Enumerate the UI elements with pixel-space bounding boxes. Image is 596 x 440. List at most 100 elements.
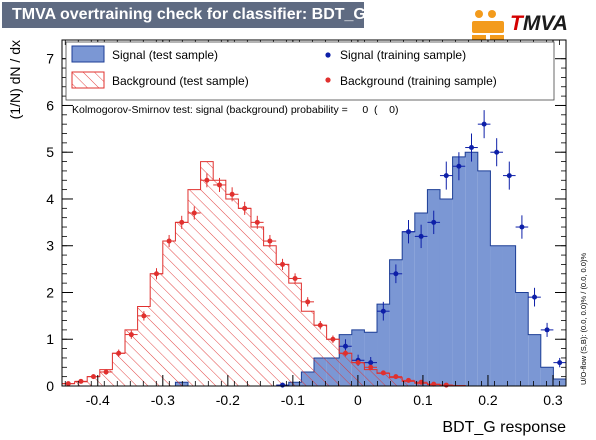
background-training-point (90, 374, 96, 380)
background-test-bar (225, 198, 239, 386)
signal-training-point (393, 271, 399, 277)
tmva-logo-first: T (510, 12, 523, 35)
background-training-point (204, 177, 210, 183)
background-test-bar (175, 222, 189, 386)
signal-training-point (380, 308, 386, 314)
signal-training-point (506, 173, 512, 179)
signal-test-bar (477, 170, 491, 386)
signal-test-bar (414, 213, 428, 386)
signal-test-bar (490, 245, 503, 386)
signal-test-bar (540, 367, 554, 386)
x-tick-label: -0.2 (216, 392, 240, 408)
signal-training-point (519, 224, 525, 230)
signal-training-point (532, 294, 538, 300)
tmva-logo: TMVA (470, 8, 590, 42)
background-training-point (355, 360, 361, 366)
title-box: TMVA overtraining check for classifier: … (2, 2, 366, 28)
background-test-bar (301, 311, 314, 386)
background-training-point (405, 377, 411, 383)
background-training-point (229, 191, 235, 197)
signal-test-bar (389, 259, 403, 386)
legend-label-signal-test: Signal (test sample) (112, 48, 218, 62)
background-training-point (267, 238, 273, 244)
background-training-point (153, 271, 159, 277)
overflow-note: U/O-flow (S,B): (0.0, 0.0)% / (0.0, 0.0)… (579, 253, 588, 385)
y-tick-label: 0 (46, 378, 54, 394)
background-test-bar (213, 180, 226, 386)
background-training-point (65, 381, 71, 387)
background-training-point (393, 374, 399, 380)
y-tick-label: 4 (46, 191, 54, 207)
signal-training-point (418, 233, 424, 239)
signal-training-point (368, 360, 374, 366)
y-axis-label: (1/N) dN / dx (7, 40, 23, 119)
background-test-bar (276, 264, 289, 386)
background-test-bar (137, 306, 151, 386)
background-training-point (141, 313, 147, 319)
background-test-bar (250, 227, 264, 386)
signal-training-point (481, 121, 487, 127)
signal-test-bar (377, 304, 390, 386)
x-tick-label: 0.3 (543, 392, 563, 408)
background-test-bar (402, 381, 415, 386)
signal-test-histogram (62, 151, 567, 387)
y-tick-label: 7 (46, 51, 54, 67)
background-training-point (431, 381, 437, 387)
signal-training-point (494, 149, 500, 155)
signal-training-point (280, 382, 286, 388)
background-test-bar (125, 329, 138, 386)
signal-training-point (431, 219, 437, 225)
background-training-point (305, 299, 311, 305)
background-training-point (191, 210, 197, 216)
background-test-histogram (61, 161, 566, 387)
background-test-bar (238, 208, 251, 386)
background-training-point (179, 219, 185, 225)
x-axis-label: BDT_G response (442, 419, 566, 436)
x-tick-label: -0.1 (281, 392, 305, 408)
background-training-point (380, 370, 386, 376)
background-test-bar (74, 381, 88, 386)
background-test-bar (99, 369, 113, 386)
signal-test-bar (402, 231, 415, 386)
background-training-point (242, 205, 248, 211)
y-tick-label: 3 (46, 238, 54, 254)
signal-training-point (469, 145, 475, 151)
background-test-bar (263, 245, 277, 386)
background-training-point (292, 275, 298, 281)
signal-training-point (456, 163, 462, 169)
background-test-bar (200, 161, 214, 386)
background-training-point (342, 350, 348, 356)
background-test-bar (364, 369, 378, 386)
background-test-bar (339, 353, 352, 386)
background-training-point (280, 261, 286, 267)
y-tick-label: 6 (46, 97, 54, 113)
background-test-bar (377, 373, 390, 386)
background-test-bar (389, 377, 403, 386)
background-training-point (254, 219, 260, 225)
legend-label-signal-train: Signal (training sample) (340, 48, 466, 62)
legend-swatch-signal-test (71, 45, 105, 63)
y-tick-label: 2 (46, 284, 54, 300)
background-test-bar (162, 241, 176, 386)
background-test-bar (150, 273, 163, 386)
signal-test-bar (515, 292, 529, 386)
background-training-point (368, 364, 374, 370)
background-training-point (330, 336, 336, 342)
background-training-point (78, 378, 84, 384)
background-test-bar (326, 339, 340, 386)
x-tick-label: 0.1 (413, 392, 433, 408)
legend-label-background-train: Background (training sample) (340, 74, 497, 88)
background-test-bar (351, 362, 365, 386)
signal-training-point (544, 327, 550, 333)
background-test-bar (87, 376, 100, 386)
legend-label-background-test: Background (test sample) (112, 74, 249, 88)
legend-box (65, 41, 555, 101)
chart-title: TMVA overtraining check for classifier: … (12, 6, 366, 23)
background-test-bar (112, 353, 126, 386)
legend-marker-background-train (325, 77, 331, 83)
x-tick-label: 0 (354, 392, 362, 408)
background-training-point (418, 379, 424, 385)
background-training-point (116, 350, 122, 356)
background-training-point (103, 369, 109, 375)
